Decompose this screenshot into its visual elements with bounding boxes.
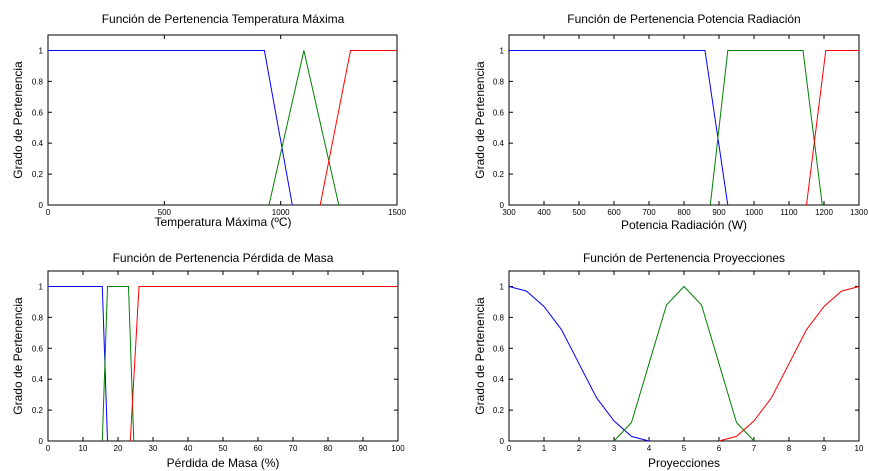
y-axis-label: Grado de Pertenencia [473,297,487,415]
x-tick-label: 100 [391,444,405,453]
x-tick-label: 6 [717,444,722,453]
x-tick-label: 1200 [815,208,833,217]
plot-marks: 0 1 2 3 4 5 6 7 8 9 10 0 0.2 0.4 0.6 0.8 1 [493,271,864,453]
series-line-3 [129,286,398,442]
y-tick-label: 0.8 [32,313,44,322]
y-tick-label: 0.6 [493,108,505,117]
series-line-2 [101,286,135,442]
x-tick-label: 20 [114,444,123,453]
x-axis-label: Pérdida de Masa (%) [167,456,280,470]
y-tick-label: 0.2 [493,170,505,179]
x-tick-label: 60 [254,444,263,453]
series-line-1 [509,50,729,206]
x-tick-label: 8 [787,444,792,453]
x-axis-label: Potencia Radiación (W) [621,218,747,232]
x-tick-label: 50 [219,444,228,453]
y-tick-label: 0 [500,201,505,210]
chart-title: Función de Pertenencia Pérdida de Masa [113,251,334,265]
y-axis-label: Grado de Pertenencia [11,61,25,179]
y-tick-label: 0.8 [32,77,44,86]
x-axis-label: Proyecciones [648,456,720,470]
x-tick-label: 1000 [745,208,763,217]
y-axis-label: Grado de Pertenencia [473,61,487,179]
y-tick-label: 1 [500,46,505,55]
x-tick-label: 500 [572,208,586,217]
x-tick-label: 80 [324,444,333,453]
y-tick-label: 0.8 [493,313,505,322]
series-line-3 [806,50,859,206]
chart-potencia-radiacion: Función de Pertenencia Potencia Radiació… [473,12,868,232]
x-tick-label: 5 [682,444,687,453]
x-tick-label: 10 [855,444,864,453]
y-tick-label: 0 [39,437,44,446]
series-line-1 [48,286,108,442]
y-tick-label: 0.2 [493,406,505,415]
series-line-2 [709,50,823,206]
x-tick-label: 9 [822,444,827,453]
y-tick-label: 0.6 [32,344,44,353]
x-tick-label: 1000 [272,208,290,217]
x-tick-label: 0 [46,444,51,453]
x-tick-label: 1300 [850,208,868,217]
y-tick-label: 1 [39,282,44,291]
x-tick-label: 4 [647,444,652,453]
y-tick-label: 0.2 [32,406,44,415]
plot-marks: 0 10 20 30 40 50 60 70 80 90 100 0 0.2 0.4 0.6 0.8 1 [32,271,405,453]
x-tick-label: 3 [612,444,617,453]
y-tick-label: 0.6 [32,108,44,117]
y-tick-label: 0 [39,201,44,210]
chart-proyecciones: Función de Pertenencia Proyecciones 0 1 2 3… [473,251,864,470]
series-line-1 [48,50,293,206]
plot-area [508,270,860,442]
series-line-1 [508,286,650,442]
plot-marks: 300 400 500 600 700 800 900 1000 1100 1200 1300 0 0.… [493,35,868,217]
x-tick-label: 10 [79,444,88,453]
y-tick-label: 0.2 [32,170,44,179]
chart-title: Función de Pertenencia Temperatura Máxim… [102,12,345,26]
x-tick-label: 400 [537,208,551,217]
x-tick-label: 1 [542,444,547,453]
y-tick-label: 0.8 [493,77,505,86]
y-tick-label: 1 [39,46,44,55]
x-axis-label: Temperatura Máxima (ºC) [154,215,291,229]
y-tick-label: 1 [500,282,505,291]
x-tick-label: 2 [577,444,582,453]
y-tick-label: 0.4 [493,375,505,384]
x-tick-label: 800 [677,208,691,217]
series-line-3 [718,286,860,442]
y-tick-label: 0 [500,437,505,446]
x-tick-label: 300 [502,208,516,217]
series-line-3 [319,50,397,206]
chart-perdida-de-masa: Función de Pertenencia Pérdida de Masa 0… [11,251,405,470]
x-tick-label: 30 [149,444,158,453]
chart-temperatura-maxima: Función de Pertenencia Temperatura Máxim… [11,12,406,229]
x-tick-label: 0 [507,444,512,453]
series-line-2 [268,50,340,206]
x-tick-label: 70 [289,444,298,453]
y-tick-label: 0.4 [32,375,44,384]
series-line-2 [613,285,755,442]
x-tick-label: 1500 [388,208,406,217]
x-tick-label: 40 [184,444,193,453]
plot-area [47,270,399,442]
plot-area [47,34,398,206]
y-tick-label: 0.4 [32,139,44,148]
x-tick-label: 500 [158,208,172,217]
y-tick-label: 0.4 [493,139,505,148]
x-tick-label: 7 [752,444,757,453]
x-tick-label: 1100 [780,208,798,217]
x-tick-label: 700 [642,208,656,217]
chart-title: Función de Pertenencia Potencia Radiació… [567,12,800,26]
plot-area [508,34,860,206]
chart-title: Función de Pertenencia Proyecciones [583,251,785,265]
x-tick-label: 600 [607,208,621,217]
y-tick-label: 0.6 [493,344,505,353]
plot-marks: 0 500 1000 1500 0 0.2 0.4 0.6 0.8 1 [32,35,406,217]
x-tick-label: 90 [359,444,368,453]
y-axis-label: Grado de Pertenencia [11,297,25,415]
x-tick-label: 0 [46,208,51,217]
x-tick-label: 900 [712,208,726,217]
